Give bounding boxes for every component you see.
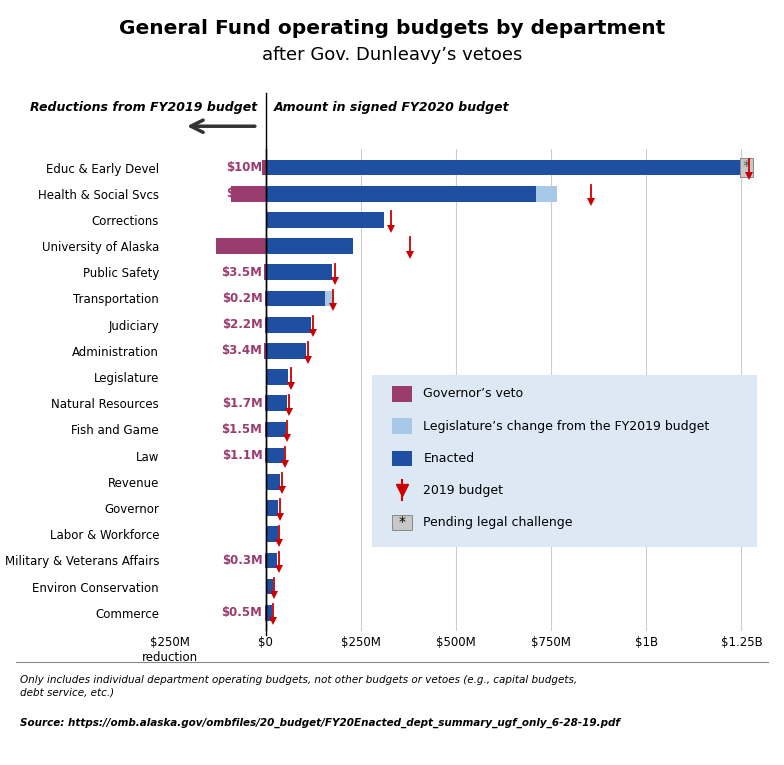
Bar — [266, 186, 535, 201]
Text: $1.1M: $1.1M — [222, 449, 263, 462]
Bar — [392, 515, 412, 530]
Bar — [265, 317, 266, 333]
Bar — [266, 238, 353, 254]
Bar — [266, 526, 278, 542]
Bar — [266, 422, 285, 438]
Text: $2.2M: $2.2M — [222, 318, 263, 331]
Text: 2019 budget: 2019 budget — [423, 484, 503, 496]
Bar — [266, 160, 739, 175]
Bar — [266, 500, 278, 516]
Text: Governor’s veto: Governor’s veto — [423, 388, 524, 400]
Text: Only includes individual department operating budgets, not other budgets or veto: Only includes individual department oper… — [20, 675, 577, 697]
Bar — [535, 186, 557, 201]
Bar — [325, 291, 332, 306]
Bar — [266, 317, 311, 333]
Bar — [266, 552, 278, 568]
Bar — [264, 343, 266, 359]
Text: Pending legal challenge: Pending legal challenge — [423, 516, 573, 529]
FancyArrowPatch shape — [191, 120, 255, 132]
Text: Legislature’s change from the FY2019 budget: Legislature’s change from the FY2019 bud… — [423, 420, 710, 432]
Bar — [392, 418, 412, 434]
Bar — [230, 186, 266, 201]
Bar — [266, 579, 273, 594]
Bar — [266, 369, 289, 385]
Text: Enacted: Enacted — [423, 452, 474, 464]
FancyBboxPatch shape — [372, 375, 757, 547]
Text: $91M: $91M — [227, 187, 263, 200]
Bar — [266, 265, 332, 280]
Text: $1.5M: $1.5M — [222, 423, 263, 436]
Bar — [266, 396, 287, 411]
Bar — [392, 451, 412, 466]
Bar — [392, 386, 412, 402]
Bar — [262, 160, 266, 175]
Text: $1.7M: $1.7M — [222, 397, 263, 410]
Text: *: * — [742, 160, 750, 175]
Text: $0.3M: $0.3M — [222, 554, 263, 567]
Text: $3.5M: $3.5M — [222, 265, 263, 278]
Text: $10M: $10M — [227, 161, 263, 174]
Text: $0.2M: $0.2M — [222, 292, 263, 305]
Text: General Fund operating budgets by department: General Fund operating budgets by depart… — [119, 19, 665, 38]
Bar — [266, 343, 306, 359]
Bar — [216, 238, 266, 254]
Text: Amount in signed FY2020 budget: Amount in signed FY2020 budget — [274, 101, 509, 113]
Bar — [266, 605, 271, 620]
Text: after Gov. Dunleavy’s vetoes: after Gov. Dunleavy’s vetoes — [262, 46, 522, 64]
Text: Reductions from FY2019 budget: Reductions from FY2019 budget — [31, 101, 258, 113]
Bar — [266, 474, 280, 490]
Text: Source: https://omb.alaska.gov/ombfiles/20_budget/FY20Enacted_dept_summary_ugf_o: Source: https://omb.alaska.gov/ombfiles/… — [20, 718, 619, 728]
Bar — [266, 448, 284, 464]
Text: $0.5M: $0.5M — [222, 607, 263, 620]
Text: $3.4M: $3.4M — [222, 344, 263, 357]
Bar — [266, 291, 325, 306]
Text: *: * — [398, 516, 405, 529]
Text: $130M: $130M — [218, 239, 263, 252]
Bar — [266, 212, 383, 228]
Bar — [264, 265, 266, 280]
